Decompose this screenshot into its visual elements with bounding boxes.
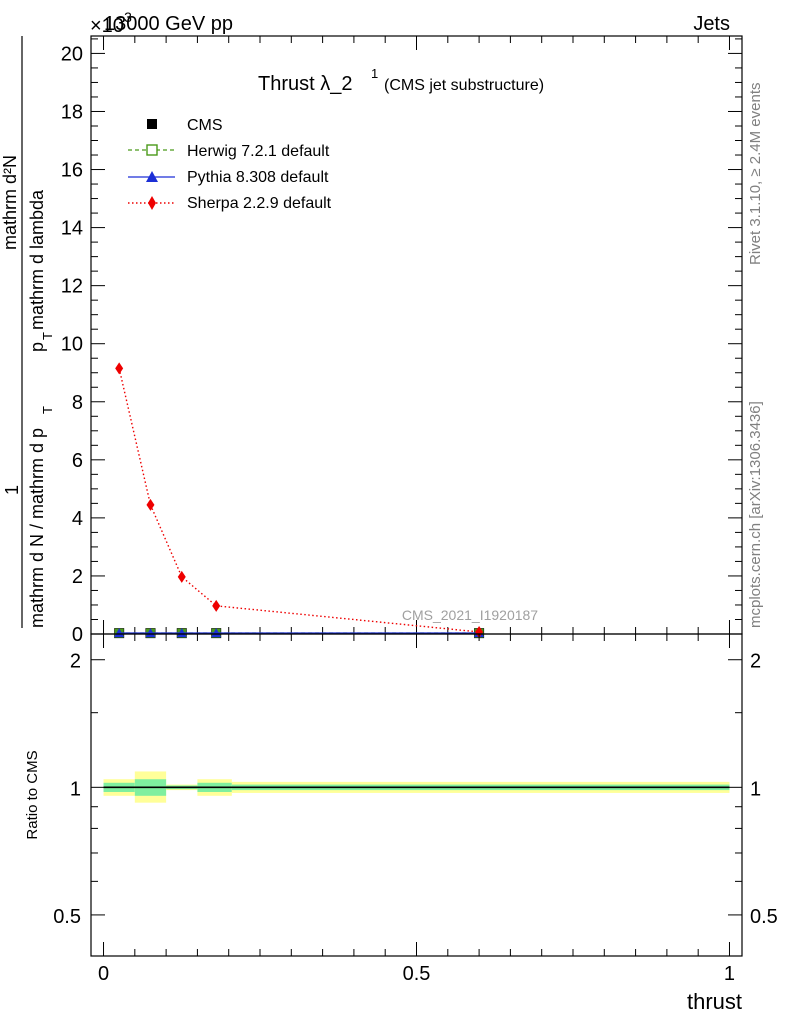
x-tick-label: 0.5 (403, 963, 431, 985)
legend-label-pythia: Pythia 8.308 default (187, 169, 329, 186)
legend-marker-sherpa (148, 196, 156, 210)
legend-marker-herwig (146, 144, 158, 156)
chart-title-sup: 1 (371, 66, 378, 81)
data-point-pythia (176, 628, 187, 638)
legend-item-cms: CMS (147, 117, 223, 134)
legend-marker-cms (147, 119, 157, 129)
chart-title-note: (CMS jet substructure) (384, 77, 544, 94)
exponent-label: ×10 −3 (90, 9, 132, 37)
rivet-label: Rivet 3.1.10, ≥ 2.4M events (747, 83, 764, 266)
watermark: CMS_2021_I1920187 (402, 607, 538, 623)
main-axis-ticks: 0 2 4 6 8 10 12 14 16 18 20 (61, 36, 742, 646)
main-y-tick-label: 10 (61, 334, 83, 356)
ratio-panel: 0.5 0.5 1 1 2 2 0 0.5 1 Ratio to CMS thrust (24, 633, 778, 1014)
header-left: 13000 GeV pp (104, 13, 233, 35)
y-label-one: 1 (2, 485, 22, 495)
main-y-tick-label: 16 (61, 160, 83, 182)
ratio-y-tick-label-right: 1 (750, 778, 761, 800)
main-y-tick-label: 4 (72, 508, 83, 530)
legend-label-herwig: Herwig 7.2.1 default (187, 143, 330, 160)
main-series-layer (114, 362, 485, 639)
mcplots-label: mcplots.cern.ch [arXiv:1306.3436] (747, 401, 764, 628)
legend: CMS Herwig 7.2.1 default Pythia 8.308 de… (128, 117, 332, 212)
main-y-tick-label: 0 (72, 624, 83, 646)
ratio-frame (90, 633, 743, 957)
data-point-pythia (211, 628, 222, 638)
data-point-sherpa (146, 498, 155, 511)
exponent-power: −3 (116, 9, 132, 25)
ratio-y-tick-label: 2 (70, 651, 81, 673)
exponent-prefix: ×10 (90, 15, 124, 37)
ratio-y-label: Ratio to CMS (24, 750, 41, 839)
data-point-sherpa (177, 570, 186, 583)
legend-item-herwig: Herwig 7.2.1 default (128, 143, 330, 160)
legend-label-sherpa: Sherpa 2.2.9 default (187, 195, 332, 212)
main-y-label: 1 mathrm d N / mathrm d p T p T mathrm d… (0, 36, 55, 628)
data-point-sherpa (475, 625, 484, 638)
series-line-sherpa (118, 368, 480, 633)
legend-marker-pythia (146, 171, 158, 182)
x-axis-label: thrust (687, 989, 742, 1014)
chart-title: Thrust λ_2 1 (CMS jet substructure) (258, 66, 544, 95)
data-point-pythia (114, 628, 125, 638)
data-point-pythia (145, 628, 156, 638)
chart-title-main: Thrust λ_2 (258, 73, 352, 95)
y-label-numerator: mathrm d²N (0, 155, 20, 250)
main-y-tick-label: 18 (61, 101, 83, 123)
ratio-y-tick-label: 1 (70, 778, 81, 800)
main-y-tick-label: 14 (61, 218, 83, 240)
main-y-tick-label: 8 (72, 392, 83, 414)
data-point-sherpa (212, 599, 221, 612)
ratio-y-tick-label-right: 2 (750, 651, 761, 673)
y-label-numerator-tail: mathrm d lambda (27, 189, 47, 330)
legend-item-pythia: Pythia 8.308 default (128, 169, 329, 186)
header-right: Jets (693, 13, 730, 35)
ratio-y-tick-label-right: 0.5 (750, 906, 778, 928)
ratio-axis-ticks: 0.5 0.5 1 1 2 2 0 0.5 1 (53, 634, 778, 985)
data-point-sherpa (115, 362, 124, 375)
legend-label-cms: CMS (187, 117, 223, 134)
x-tick-label: 1 (724, 963, 735, 985)
main-y-tick-label: 6 (72, 450, 83, 472)
x-tick-label: 0 (98, 963, 109, 985)
legend-item-sherpa: Sherpa 2.2.9 default (128, 195, 332, 212)
y-label-denominator-sub: T (40, 406, 55, 414)
ratio-y-tick-label: 0.5 (53, 906, 81, 928)
main-y-tick-label: 12 (61, 276, 83, 298)
y-label-denominator: mathrm d N / mathrm d p (27, 428, 47, 628)
main-y-tick-label: 2 (72, 566, 83, 588)
main-y-tick-label: 20 (61, 43, 83, 65)
y-label-numerator-sub: T (40, 332, 55, 340)
main-panel: CMS_2021_I1920187 0 2 4 6 8 10 12 14 16 18 20 Thru… (0, 35, 743, 646)
y-label-numerator-rest: p (27, 342, 47, 352)
